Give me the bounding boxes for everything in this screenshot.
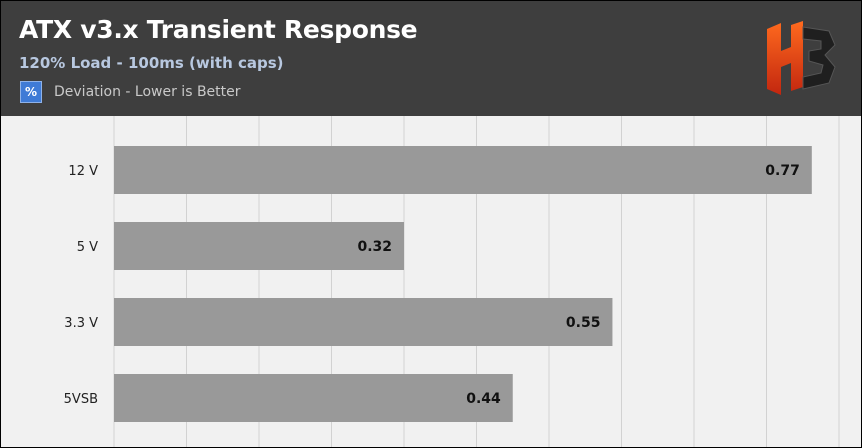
chart-title: ATX v3.x Transient Response: [19, 15, 418, 44]
category-label: 5 V: [77, 240, 98, 255]
legend-swatch: %: [20, 81, 42, 103]
category-label: 5VSB: [64, 392, 98, 407]
bar: [114, 298, 613, 346]
value-label: 0.44: [466, 391, 501, 407]
bar: [114, 146, 812, 194]
value-label: 0.55: [566, 315, 601, 331]
bar: [114, 374, 513, 422]
bars: [114, 146, 812, 422]
value-label: 0.32: [357, 239, 392, 255]
chart-subtitle: 120% Load - 100ms (with caps): [19, 54, 284, 72]
legend: % Deviation - Lower is Better: [20, 81, 241, 103]
category-labels: 12 V 5 V 3.3 V 5VSB: [64, 164, 98, 407]
chart-header: ATX v3.x Transient Response 120% Load - …: [1, 1, 861, 116]
legend-label: Deviation - Lower is Better: [54, 84, 241, 100]
bar: [114, 222, 404, 270]
value-labels: 0.77 0.32 0.55 0.44: [357, 163, 799, 407]
value-label: 0.77: [765, 163, 800, 179]
category-label: 12 V: [68, 164, 98, 179]
bar-chart: 12 V 5 V 3.3 V 5VSB 0.77 0.32 0.55 0.44: [64, 116, 840, 447]
category-label: 3.3 V: [64, 316, 98, 331]
hb-logo-icon: [767, 21, 836, 95]
